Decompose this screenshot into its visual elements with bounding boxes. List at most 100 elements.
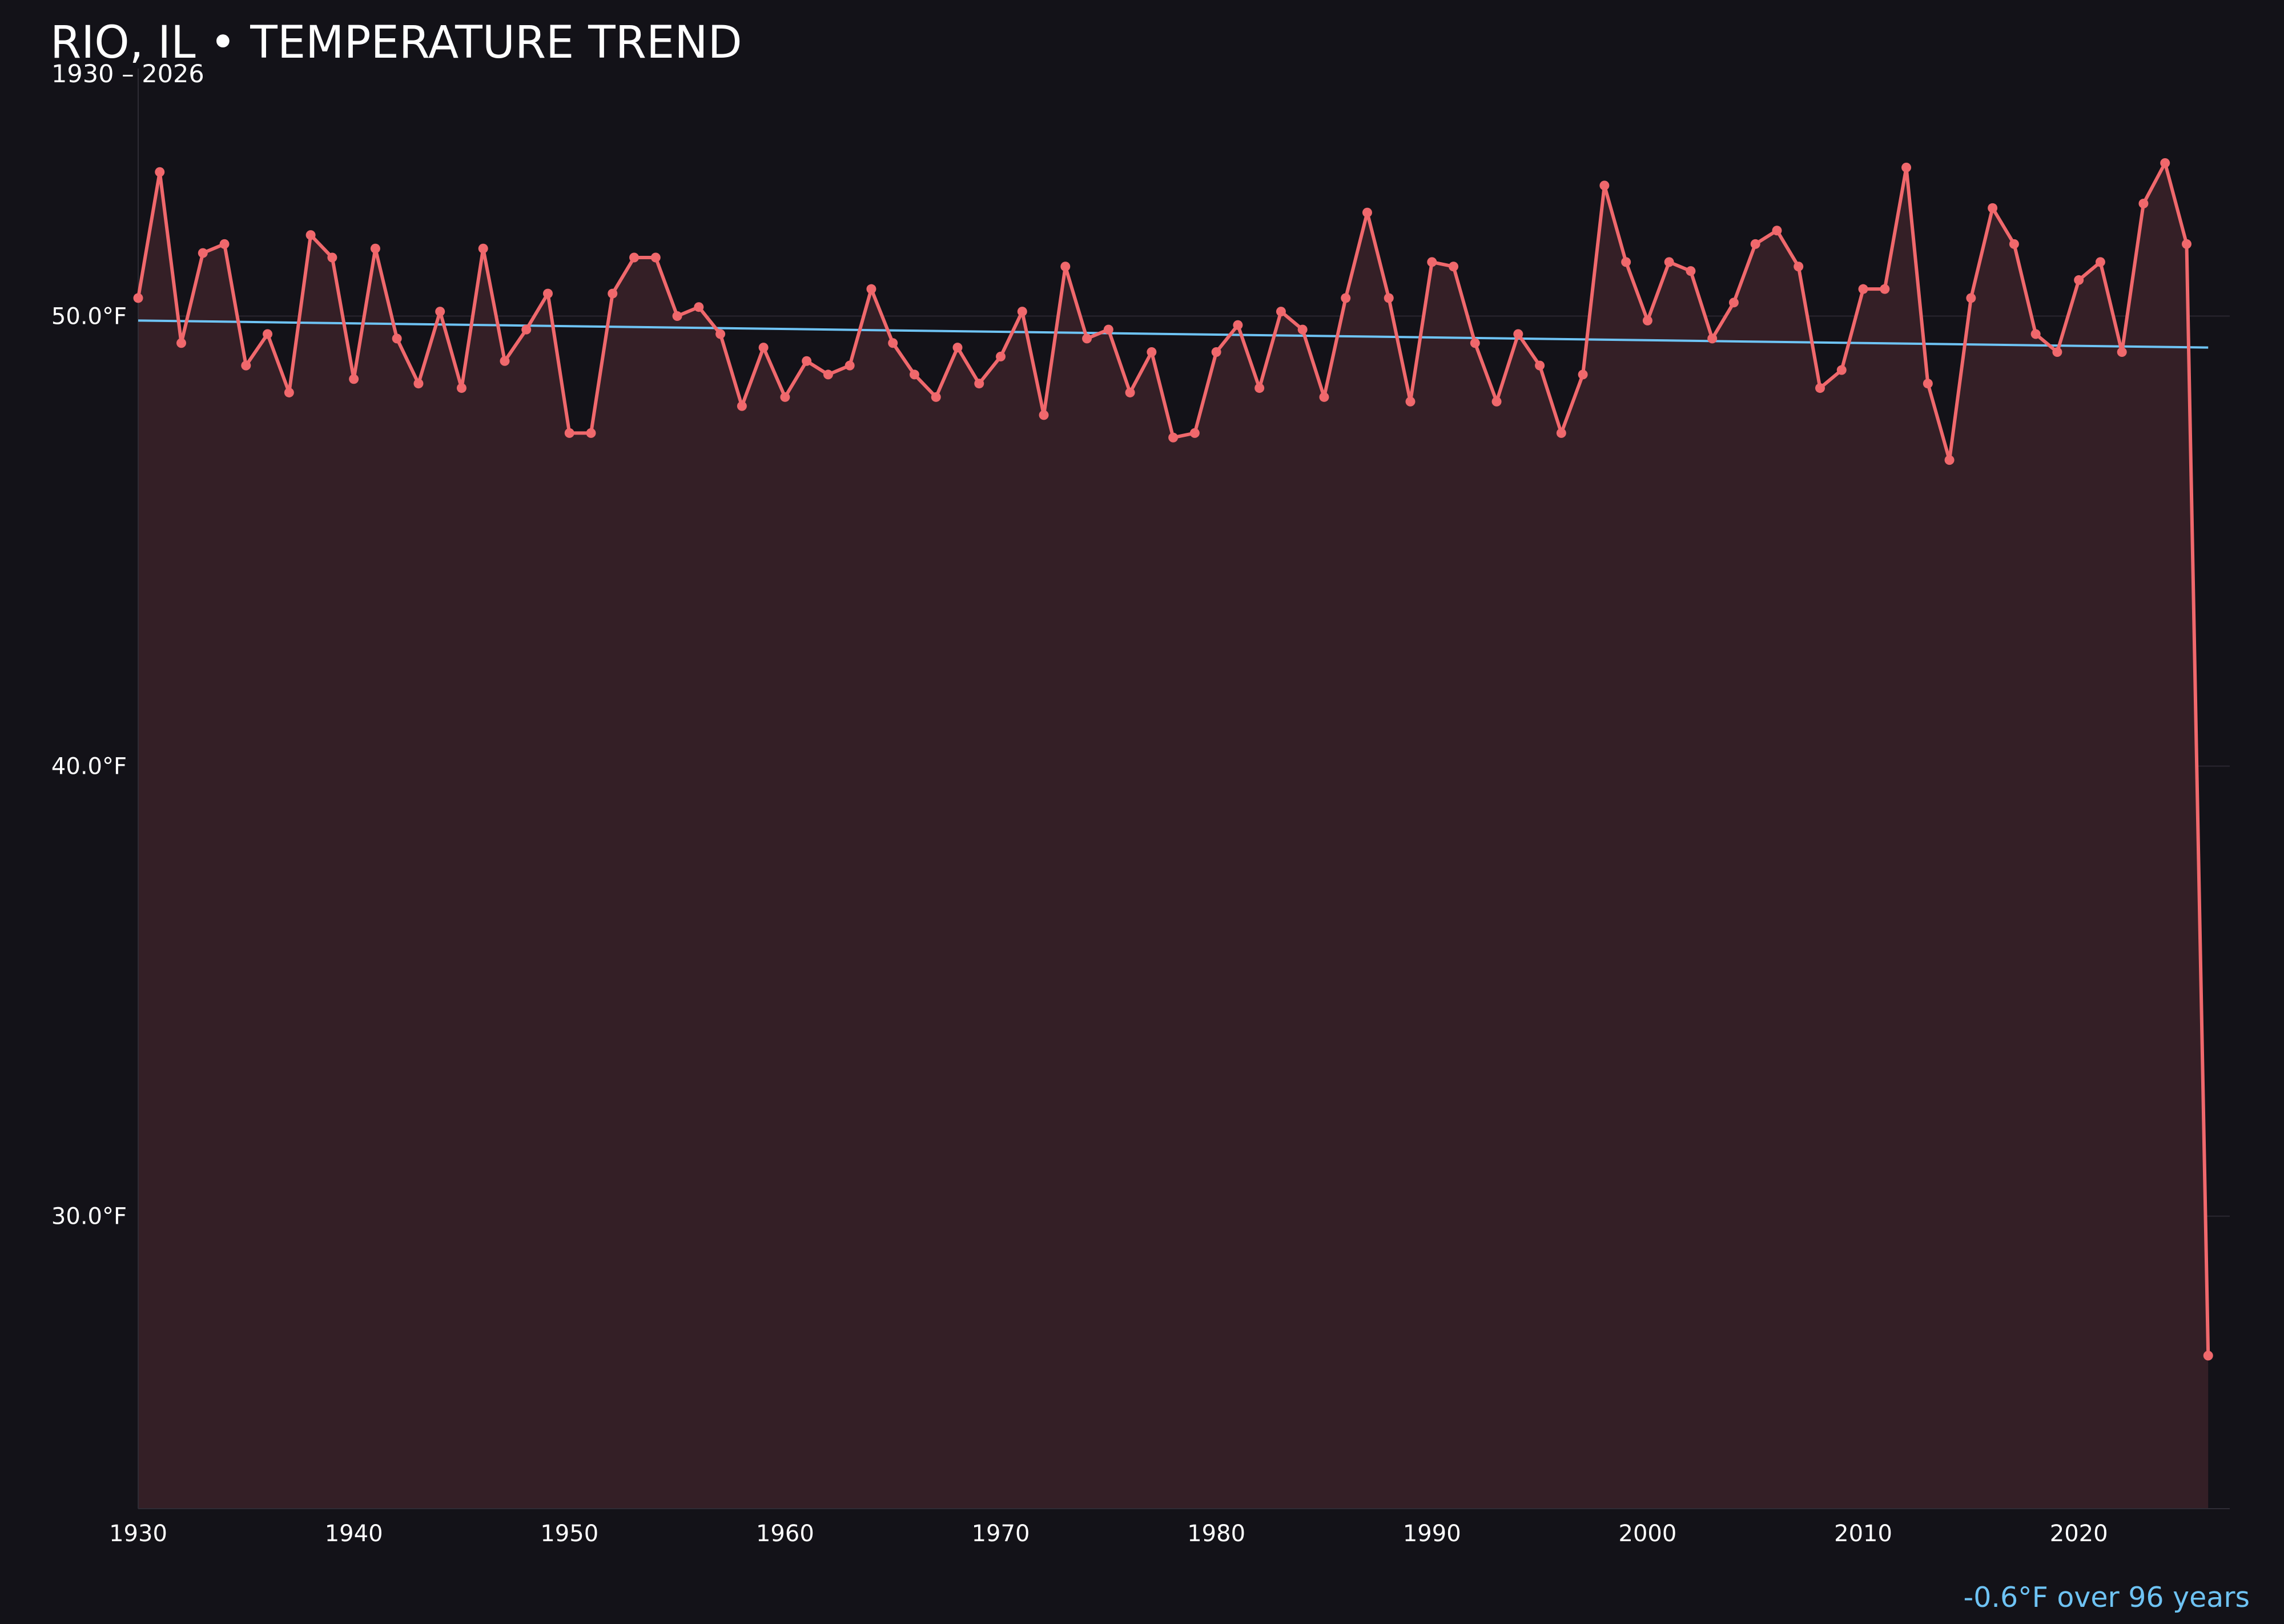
data-point <box>2181 239 2191 249</box>
data-point <box>1944 455 1955 465</box>
data-point <box>198 248 208 258</box>
data-point <box>542 288 553 299</box>
x-axis-ticks: 1930 1940 1950 1960 1970 1980 1990 2000 2010 2020 <box>109 1521 2108 1547</box>
data-point <box>241 360 251 371</box>
chart-title: RIO, IL • TEMPERATURE TREND <box>50 17 742 69</box>
trend-line <box>138 319 2209 349</box>
data-point <box>1750 239 1760 249</box>
data-point <box>2030 329 2041 339</box>
data-point <box>305 230 316 240</box>
data-point <box>1039 410 1049 420</box>
data-point <box>1686 266 1696 276</box>
data-point <box>1556 428 1566 438</box>
data-point <box>845 360 855 371</box>
data-point <box>370 243 380 254</box>
y-tick-label: 50.0°F <box>51 303 127 329</box>
data-point <box>392 333 402 344</box>
data-point <box>629 252 640 263</box>
data-point <box>1513 329 1523 339</box>
data-point <box>1384 293 1394 303</box>
data-point <box>2138 198 2149 208</box>
data-point <box>650 252 661 263</box>
data-point <box>1233 320 1243 330</box>
data-point <box>1060 262 1071 272</box>
data-point <box>1017 307 1027 317</box>
data-point <box>758 343 769 353</box>
data-point <box>1815 383 1825 393</box>
data-point <box>219 239 230 249</box>
data-point <box>802 356 812 366</box>
data-point <box>155 167 165 177</box>
data-point <box>1276 307 1286 317</box>
data-point <box>888 338 898 348</box>
data-point <box>1168 432 1179 443</box>
data-point <box>608 288 618 299</box>
data-point <box>1664 257 1674 267</box>
data-point <box>327 252 337 263</box>
data-point <box>349 374 359 384</box>
data-point <box>2203 1350 2213 1361</box>
y-tick-label: 40.0°F <box>51 754 127 780</box>
data-point <box>1880 284 1890 294</box>
x-tick-label: 1980 <box>1187 1521 1245 1547</box>
data-point <box>2074 275 2084 285</box>
x-tick-label: 1960 <box>756 1521 814 1547</box>
data-point <box>1427 257 1437 267</box>
data-point <box>1642 315 1652 325</box>
data-point <box>2009 239 2019 249</box>
data-point <box>931 392 941 402</box>
data-point <box>1405 396 1416 407</box>
data-point <box>909 369 919 380</box>
data-point <box>974 379 984 389</box>
data-point <box>823 369 833 380</box>
data-point <box>1858 284 1868 294</box>
data-point <box>1578 369 1588 380</box>
y-tick-label: 30.0°F <box>51 1204 127 1230</box>
x-tick-label: 2020 <box>2050 1521 2108 1547</box>
data-point <box>1147 347 1157 357</box>
y-axis-ticks: 30.0°F 40.0°F 50.0°F <box>51 303 127 1229</box>
data-point <box>1211 347 1221 357</box>
data-point <box>2095 257 2105 267</box>
data-point <box>1297 324 1308 335</box>
data-point <box>2052 347 2062 357</box>
data-point <box>1707 333 1718 344</box>
chart-subtitle: 1930 – 2026 <box>51 60 204 89</box>
data-point <box>1772 226 1782 236</box>
data-point <box>500 356 510 366</box>
data-point <box>521 324 532 335</box>
data-point <box>564 428 574 438</box>
x-tick-label: 1950 <box>540 1521 598 1547</box>
data-point <box>672 311 682 321</box>
data-point <box>586 428 596 438</box>
data-point <box>1923 379 1933 389</box>
axes <box>138 69 2230 1509</box>
data-point <box>2117 347 2127 357</box>
x-tick-label: 2010 <box>1834 1521 1892 1547</box>
points-layer <box>133 158 2213 1361</box>
data-point <box>1319 392 1329 402</box>
data-point <box>780 392 790 402</box>
data-point <box>1988 203 1998 213</box>
data-point <box>1189 428 1200 438</box>
data-point <box>1621 257 1631 267</box>
data-point <box>263 329 273 339</box>
data-point <box>1535 360 1545 371</box>
trend-annotation: -0.6°F over 96 years <box>1963 1581 2250 1614</box>
data-point <box>737 401 747 411</box>
data-point <box>996 351 1006 361</box>
data-point <box>1491 396 1502 407</box>
x-tick-label: 1930 <box>109 1521 167 1547</box>
data-point <box>1470 338 1480 348</box>
area-fill-layer <box>138 163 2209 1509</box>
data-point <box>456 383 467 393</box>
data-point <box>694 302 704 312</box>
data-point <box>952 343 963 353</box>
data-point <box>1449 262 1459 272</box>
data-point <box>176 338 187 348</box>
x-tick-label: 2000 <box>1619 1521 1677 1547</box>
data-point <box>1341 293 1351 303</box>
x-tick-label: 1970 <box>972 1521 1030 1547</box>
